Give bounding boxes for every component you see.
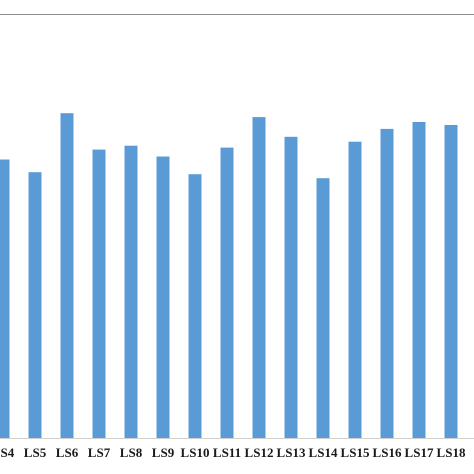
x-tick-label-ls8: LS8 [120,445,143,460]
x-tick-label-ls7: LS7 [88,445,111,460]
bar-ls9 [156,156,170,438]
bar-ls8 [124,145,138,438]
bar-ls18 [444,125,458,438]
x-tick-label-ls11: LS11 [213,445,241,460]
x-tick-label-ls5: LS5 [24,445,47,460]
bar-ls12 [252,117,266,438]
x-tick-label-ls12: LS12 [245,445,274,460]
x-tick-label-ls6: LS6 [56,445,79,460]
bar-ls10 [188,174,202,438]
bar-ls17 [412,122,426,438]
bar-ls5 [28,172,42,438]
x-tick-label-ls18: LS18 [437,445,466,460]
bars-group [0,113,458,439]
bar-ls13 [284,136,298,439]
bar-ls7 [92,149,106,438]
bar-ls16 [380,128,394,438]
x-tick-label-ls16: LS16 [373,445,402,460]
x-tick-label-ls17: LS17 [405,445,434,460]
x-tick-label-ls13: LS13 [277,445,306,460]
bar-ls11 [220,147,234,438]
bar-ls4 [0,159,10,438]
bar-ls6 [60,113,74,438]
x-tick-label-ls14: LS14 [309,445,338,460]
x-tick-label-ls10: LS10 [181,445,210,460]
bar-ls15 [348,141,362,438]
x-tick-label-ls4: LS4 [0,445,15,460]
bar-ls14 [316,178,330,438]
x-tick-label-ls9: LS9 [152,445,175,460]
x-tick-labels: LS4LS5LS6LS7LS8LS9LS10LS11LS12LS13LS14LS… [0,445,466,460]
x-tick-label-ls15: LS15 [341,445,370,460]
